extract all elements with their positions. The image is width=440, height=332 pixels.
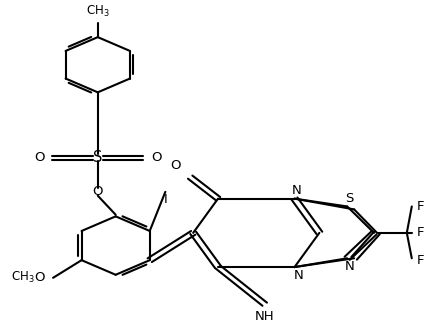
Text: N: N — [294, 269, 304, 282]
Text: S: S — [93, 150, 103, 165]
Text: O: O — [34, 151, 44, 164]
Text: N: N — [292, 184, 301, 197]
Text: F: F — [417, 254, 425, 267]
Text: O: O — [92, 185, 103, 198]
Text: S: S — [345, 192, 354, 205]
Text: CH$_3$: CH$_3$ — [86, 4, 110, 19]
Text: O: O — [34, 271, 44, 284]
Text: CH$_3$: CH$_3$ — [11, 270, 35, 286]
Text: F: F — [417, 226, 425, 239]
Text: F: F — [417, 200, 425, 213]
Text: NH: NH — [255, 310, 275, 323]
Text: N: N — [345, 260, 354, 273]
Text: O: O — [170, 159, 180, 172]
Text: I: I — [164, 194, 167, 207]
Text: O: O — [151, 151, 161, 164]
